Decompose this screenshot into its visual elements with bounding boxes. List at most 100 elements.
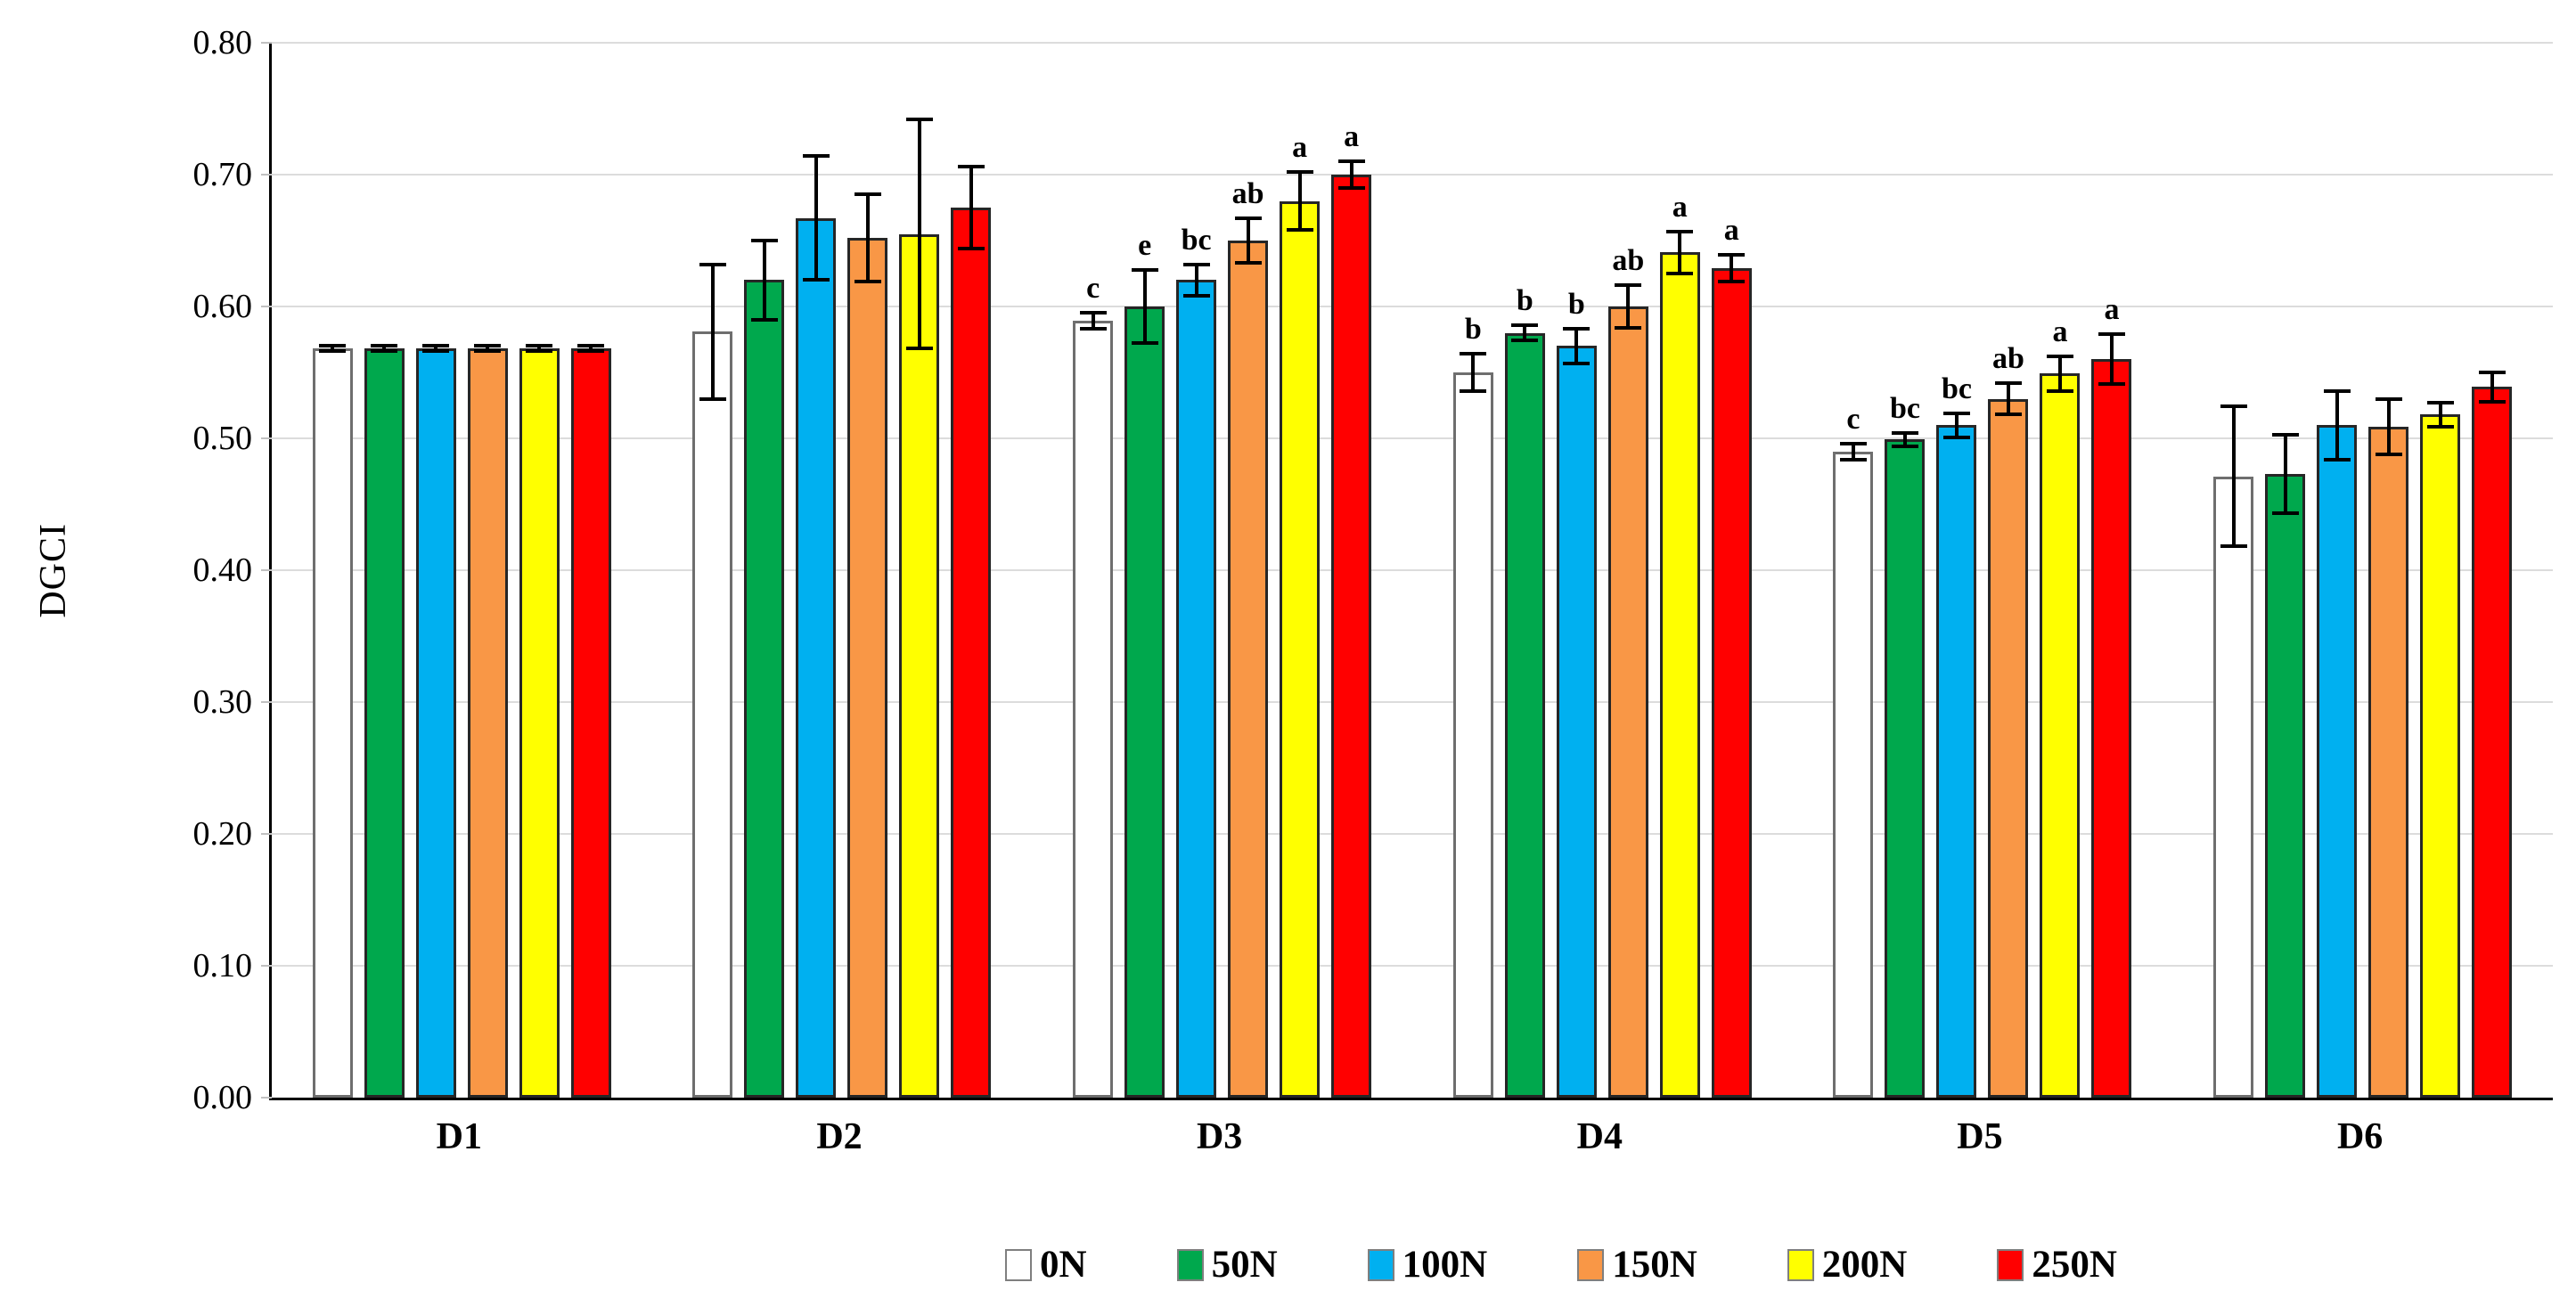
barwrap-D4-250N: a [1711, 43, 1752, 1098]
y-tick-mark-0.60 [261, 306, 272, 307]
significance-letter-D5-150N: ab [1991, 341, 2024, 375]
error-bar-D6-200N [2438, 403, 2442, 427]
error-bar-D3-50N [1142, 269, 1147, 344]
x-axis-label-D5: D5 [1957, 1116, 2003, 1157]
error-cap-bottom-D5-150N [1994, 413, 2022, 417]
bar-D2-200N [899, 233, 940, 1098]
significance-letter-D5-50N: bc [1889, 392, 1920, 426]
bar-D3-100N [1176, 280, 1217, 1098]
legend-swatch-0N [1005, 1248, 1032, 1281]
y-tick-label-0.40: 0.40 [192, 551, 253, 589]
legend-item-150N: 150N [1577, 1246, 1697, 1284]
error-cap-bottom-D5-100N [1942, 435, 1970, 439]
error-cap-top-D6-200N [2426, 401, 2454, 405]
bar-D1-50N [364, 348, 405, 1098]
barwrap-D3-50N: e [1124, 43, 1165, 1098]
significance-letter-D5-250N: a [2104, 293, 2120, 327]
barwrap-D3-250N: a [1331, 43, 1372, 1098]
error-bar-D4-100N [1574, 329, 1579, 364]
legend-label-250N: 250N [2032, 1244, 2117, 1286]
barwrap-D5-250N: a [2091, 43, 2132, 1098]
bar-D4-250N [1711, 268, 1752, 1098]
y-tick-mark-0.10 [261, 965, 272, 967]
error-cap-top-D5-200N [2046, 355, 2073, 359]
error-cap-bottom-D4-100N [1563, 361, 1591, 365]
barwrap-D2-200N [899, 43, 940, 1098]
significance-letter-D4-150N: ab [1612, 244, 1645, 278]
significance-letter-D4-0N: b [1464, 313, 1482, 347]
error-cap-top-D3-150N [1234, 216, 1262, 220]
y-tick-label-0.20: 0.20 [192, 815, 253, 853]
error-cap-top-D3-250N [1337, 159, 1365, 164]
legend-item-200N: 200N [1787, 1246, 1907, 1284]
barwrap-D5-150N: ab [1988, 43, 2029, 1098]
error-cap-bottom-D4-0N [1460, 388, 1487, 393]
bar-group-D3: c e bc ab a a [1073, 43, 1372, 1098]
barwrap-D1-150N [467, 43, 508, 1098]
barwrap-D1-0N [312, 43, 353, 1098]
error-cap-bottom-D2-100N [802, 278, 830, 282]
bar-D5-200N [2040, 373, 2081, 1098]
error-bar-D4-200N [1678, 231, 1682, 274]
significance-letter-D4-100N: b [1567, 288, 1585, 322]
barwrap-D4-200N: a [1659, 43, 1700, 1098]
y-tick-label-0.10: 0.10 [192, 947, 253, 984]
error-bar-D1-150N [486, 346, 490, 352]
error-bar-D6-150N [2386, 398, 2391, 454]
legend-label-50N: 50N [1211, 1244, 1278, 1286]
barwrap-D1-100N [415, 43, 456, 1098]
error-cap-bottom-D5-50N [1891, 444, 1918, 448]
x-axis-label-D1: D1 [436, 1116, 482, 1157]
barwrap-D1-250N [570, 43, 611, 1098]
error-cap-top-D1-250N [577, 344, 605, 348]
bar-D2-100N [796, 217, 837, 1098]
error-bar-D1-0N [331, 346, 335, 352]
error-bar-D2-50N [762, 241, 766, 320]
legend-swatch-50N [1176, 1248, 1204, 1281]
error-cap-bottom-D2-50N [750, 317, 778, 322]
legend-label-0N: 0N [1040, 1244, 1087, 1286]
error-cap-bottom-D1-100N [422, 349, 450, 354]
bar-D6-200N [2420, 414, 2461, 1098]
bar-D4-0N [1452, 372, 1493, 1098]
error-cap-top-D2-0N [699, 262, 726, 266]
error-bar-D1-200N [537, 346, 542, 352]
bar-D1-150N [467, 348, 508, 1098]
barwrap-D6-250N [2472, 43, 2513, 1098]
bar-D5-100N [1936, 425, 1977, 1098]
bar-D5-250N [2091, 359, 2132, 1098]
error-cap-top-D1-50N [371, 344, 398, 348]
barwrap-D6-200N [2420, 43, 2461, 1098]
bar-group-D4: b b b ab a a [1452, 43, 1752, 1098]
y-tick-mark-0.50 [261, 437, 272, 439]
error-bar-D3-150N [1246, 217, 1250, 264]
barwrap-D1-50N [364, 43, 405, 1098]
error-cap-bottom-D1-200N [526, 349, 553, 354]
bar-D3-50N [1124, 306, 1165, 1098]
barwrap-D3-0N: c [1073, 43, 1114, 1098]
y-axis-title-text: DGCI [33, 522, 74, 618]
significance-letter-D3-150N: ab [1231, 176, 1264, 210]
error-cap-top-D5-100N [1942, 411, 1970, 415]
barwrap-D3-150N: ab [1228, 43, 1269, 1098]
error-cap-top-D6-150N [2375, 396, 2402, 401]
barwrap-D1-200N [519, 43, 560, 1098]
bar-D2-0N [692, 331, 733, 1098]
legend-swatch-150N [1577, 1248, 1605, 1281]
error-bar-D6-0N [2231, 406, 2236, 547]
bar-D3-150N [1228, 241, 1269, 1098]
barwrap-D5-50N: bc [1885, 43, 1926, 1098]
bar-D3-0N [1073, 321, 1114, 1098]
significance-letter-D5-0N: c [1846, 402, 1860, 436]
significance-letter-D3-250N: a [1344, 120, 1360, 154]
error-bar-D5-50N [1902, 433, 1907, 446]
error-bar-D2-250N [969, 167, 973, 249]
error-bar-D4-50N [1523, 324, 1527, 341]
error-cap-bottom-D5-200N [2046, 388, 2073, 393]
bar-group-D5: c bc bc ab a a [1833, 43, 2132, 1098]
error-bar-D6-50N [2283, 434, 2287, 514]
bar-D1-250N [570, 348, 611, 1098]
y-tick-mark-0.00 [261, 1097, 272, 1099]
y-tick-mark-0.20 [261, 833, 272, 835]
error-bar-D5-200N [2057, 356, 2062, 391]
